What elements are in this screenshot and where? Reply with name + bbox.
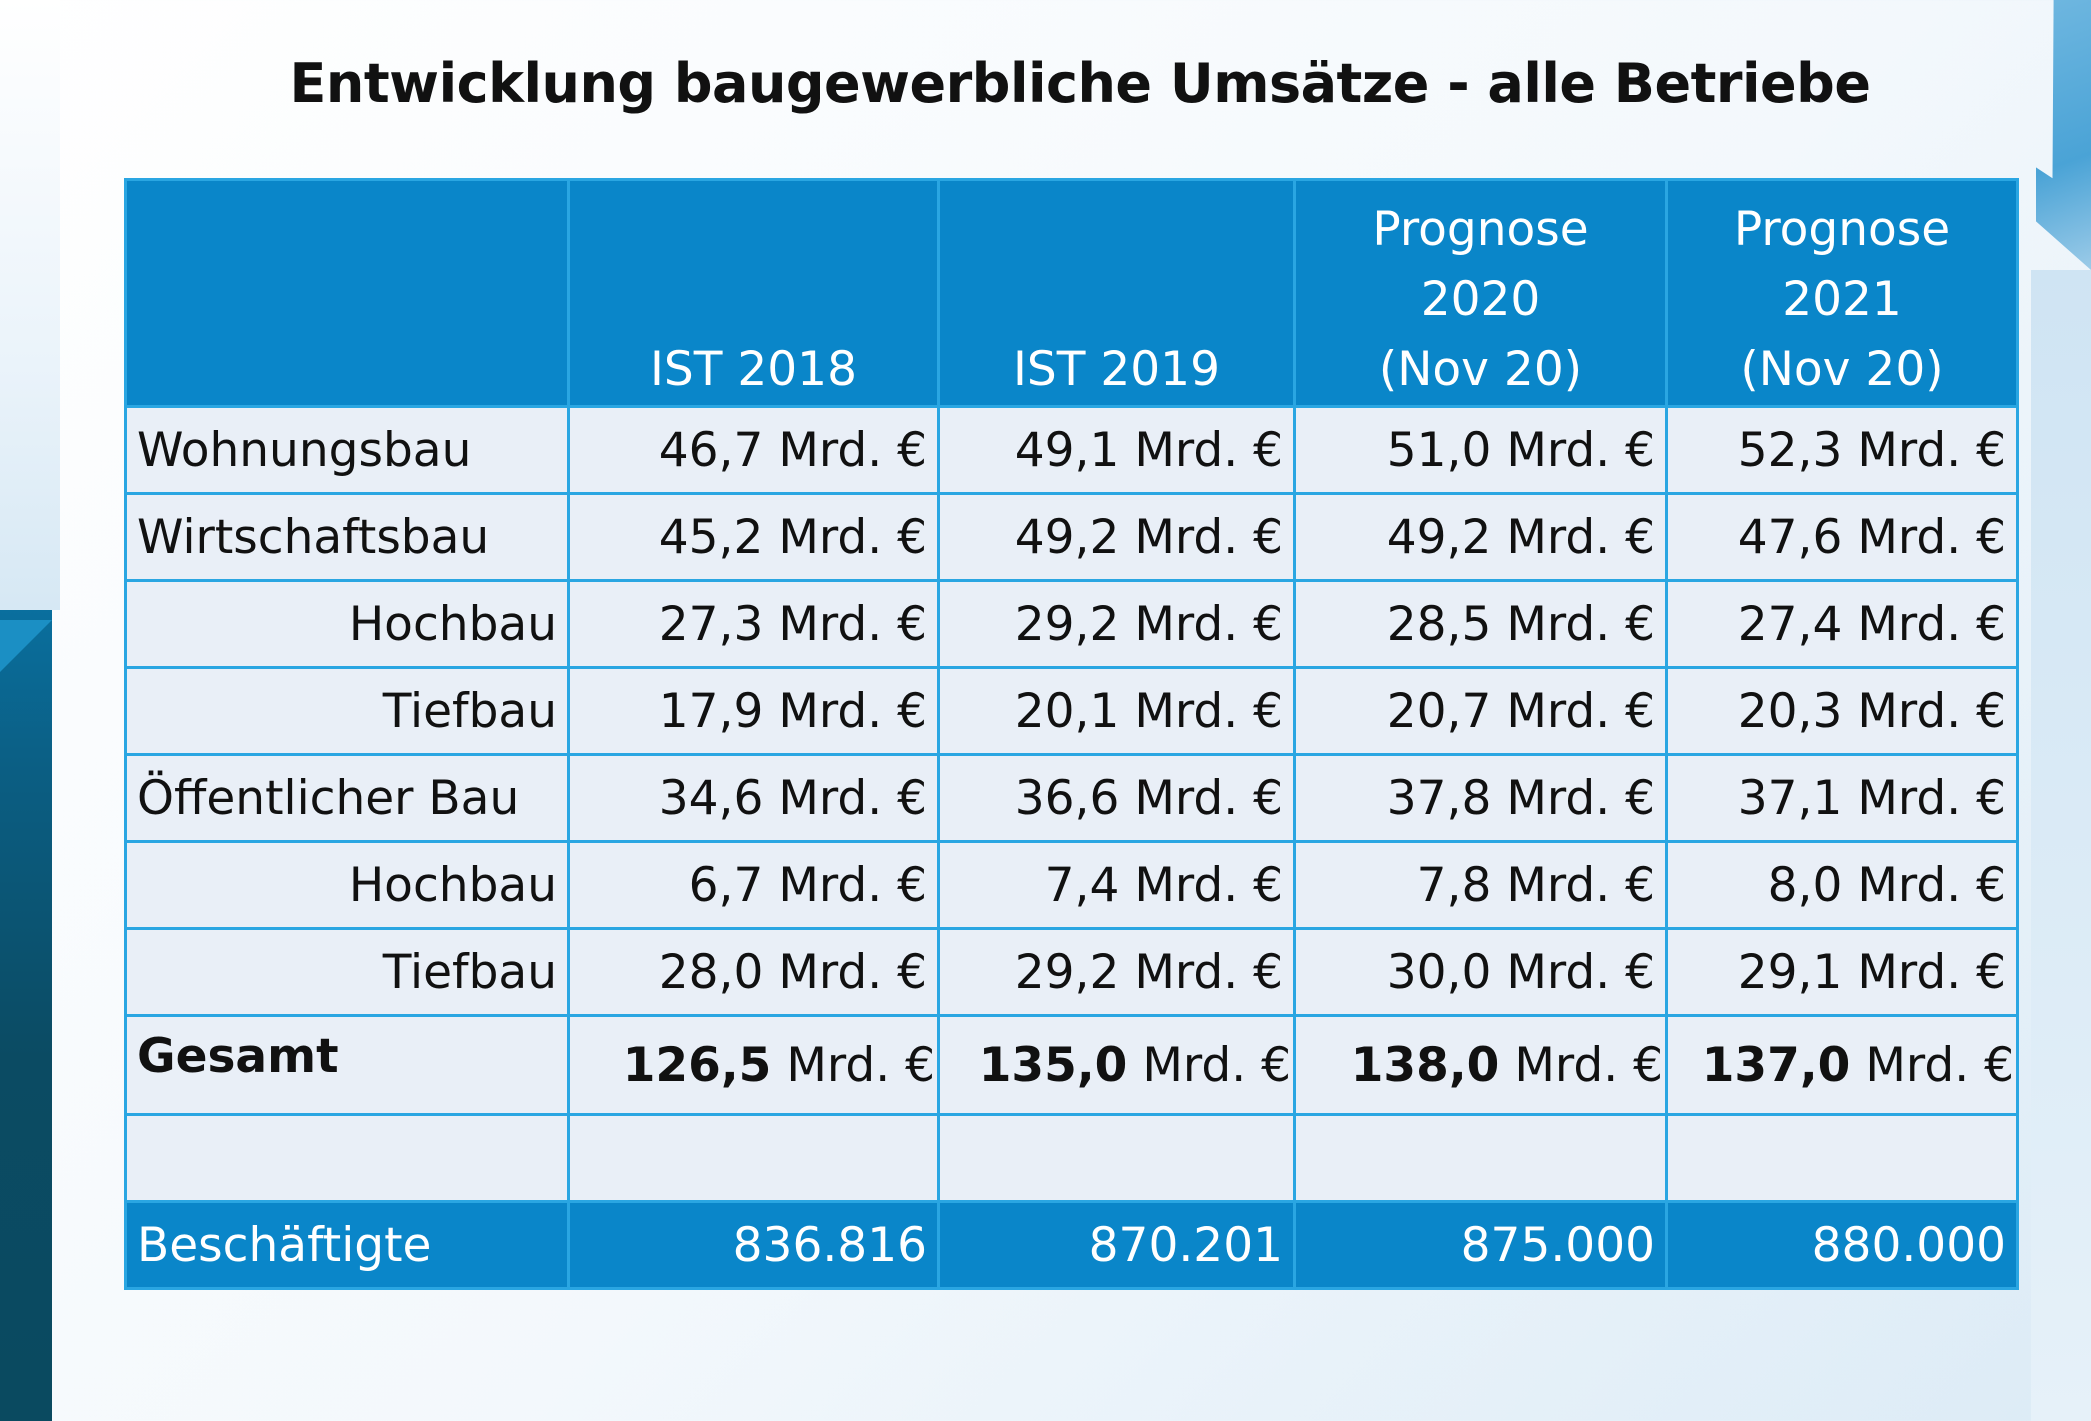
background-decoration-right-soft <box>2031 270 2091 1421</box>
total-row: Gesamt 126,5 Mrd. € 135,0 Mrd. € 138,0 M… <box>124 1014 2019 1116</box>
table-cell: 20,1 Mrd. € <box>937 666 1296 756</box>
employees-cell: 875.000 <box>1293 1200 1668 1290</box>
employees-row: Beschäftigte 836.816 870.201 875.000 880… <box>124 1200 2019 1290</box>
table-row: Tiefbau 28,0 Mrd. € 29,2 Mrd. € 30,0 Mrd… <box>124 927 2019 1017</box>
header-text: IST 2019 <box>1013 342 1220 397</box>
table-cell: 17,9 Mrd. € <box>567 666 940 756</box>
background-decoration-right <box>2036 0 2091 270</box>
table-header-row: IST 2018 IST 2019 Prognose 2020 (Nov 20)… <box>124 178 2019 408</box>
total-number: 135,0 <box>978 1037 1128 1093</box>
total-cell: 135,0 Mrd. € <box>937 1014 1296 1116</box>
empty-row <box>124 1113 2019 1203</box>
table-cell: 49,2 Mrd. € <box>1293 492 1668 582</box>
table-cell: 7,8 Mrd. € <box>1293 840 1668 930</box>
header-cell-label <box>124 178 570 408</box>
table-cell: 45,2 Mrd. € <box>567 492 940 582</box>
table-cell: 20,7 Mrd. € <box>1293 666 1668 756</box>
header-text: Prognose <box>1372 202 1589 257</box>
row-label: Hochbau <box>124 579 570 669</box>
header-text: (Nov 20) <box>1378 342 1583 397</box>
row-label: Wohnungsbau <box>124 405 570 495</box>
employees-cell: 880.000 <box>1665 1200 2019 1290</box>
employees-cell: 836.816 <box>567 1200 940 1290</box>
total-cell: 138,0 Mrd. € <box>1293 1014 1668 1116</box>
employees-label: Beschäftigte <box>124 1200 570 1290</box>
table-cell: 37,1 Mrd. € <box>1665 753 2019 843</box>
table-cell: 51,0 Mrd. € <box>1293 405 1668 495</box>
header-cell-ist-2019: IST 2019 <box>937 178 1296 408</box>
employees-cell: 870.201 <box>937 1200 1296 1290</box>
total-unit: Mrd. € <box>1850 1037 2014 1093</box>
header-text: (Nov 20) <box>1740 342 1944 397</box>
table-cell: 20,3 Mrd. € <box>1665 666 2019 756</box>
table-cell: 27,3 Mrd. € <box>567 579 940 669</box>
header-text: 2020 <box>1420 272 1541 327</box>
empty-cell <box>1293 1113 1668 1203</box>
total-unit: Mrd. € <box>771 1037 935 1093</box>
empty-cell <box>937 1113 1296 1203</box>
table-cell: 6,7 Mrd. € <box>567 840 940 930</box>
total-number: 137,0 <box>1701 1037 1851 1093</box>
table-row: Öffentlicher Bau 34,6 Mrd. € 36,6 Mrd. €… <box>124 753 2019 843</box>
table-cell: 30,0 Mrd. € <box>1293 927 1668 1017</box>
table-cell: 28,5 Mrd. € <box>1293 579 1668 669</box>
table-cell: 29,2 Mrd. € <box>937 579 1296 669</box>
header-cell-ist-2018: IST 2018 <box>567 178 940 408</box>
table-cell: 37,8 Mrd. € <box>1293 753 1668 843</box>
revenue-table: IST 2018 IST 2019 Prognose 2020 (Nov 20)… <box>124 178 2019 1290</box>
table-cell: 46,7 Mrd. € <box>567 405 940 495</box>
table-row: Hochbau 6,7 Mrd. € 7,4 Mrd. € 7,8 Mrd. €… <box>124 840 2019 930</box>
total-unit: Mrd. € <box>1127 1037 1291 1093</box>
header-cell-prognose-2020: Prognose 2020 (Nov 20) <box>1293 178 1668 408</box>
header-cell-prognose-2021: Prognose 2021 (Nov 20) <box>1665 178 2019 408</box>
row-label: Tiefbau <box>124 927 570 1017</box>
table-cell: 8,0 Mrd. € <box>1665 840 2019 930</box>
empty-cell <box>1665 1113 2019 1203</box>
table-row: Wohnungsbau 46,7 Mrd. € 49,1 Mrd. € 51,0… <box>124 405 2019 495</box>
background-decoration-left <box>0 610 52 1421</box>
empty-cell <box>567 1113 940 1203</box>
table-cell: 28,0 Mrd. € <box>567 927 940 1017</box>
empty-cell <box>124 1113 570 1203</box>
slide-title: Entwicklung baugewerbliche Umsätze - all… <box>289 52 1871 115</box>
total-label: Gesamt <box>124 1014 570 1116</box>
row-label: Tiefbau <box>124 666 570 756</box>
header-text: 2021 <box>1782 272 1902 327</box>
total-cell: 126,5 Mrd. € <box>567 1014 940 1116</box>
background-decoration-left-cap <box>0 620 52 672</box>
table-row: Wirtschaftsbau 45,2 Mrd. € 49,2 Mrd. € 4… <box>124 492 2019 582</box>
total-cell: 137,0 Mrd. € <box>1665 1014 2019 1116</box>
row-label: Öffentlicher Bau <box>124 753 570 843</box>
total-number: 138,0 <box>1350 1037 1500 1093</box>
header-text: IST 2018 <box>650 342 857 397</box>
total-unit: Mrd. € <box>1499 1037 1663 1093</box>
table-cell: 49,1 Mrd. € <box>937 405 1296 495</box>
table-cell: 29,1 Mrd. € <box>1665 927 2019 1017</box>
table-cell: 29,2 Mrd. € <box>937 927 1296 1017</box>
table-cell: 36,6 Mrd. € <box>937 753 1296 843</box>
background-decoration-left-soft <box>0 0 60 610</box>
row-label: Hochbau <box>124 840 570 930</box>
table-cell: 7,4 Mrd. € <box>937 840 1296 930</box>
table-cell: 47,6 Mrd. € <box>1665 492 2019 582</box>
row-label: Wirtschaftsbau <box>124 492 570 582</box>
table-row: Tiefbau 17,9 Mrd. € 20,1 Mrd. € 20,7 Mrd… <box>124 666 2019 756</box>
table-cell: 27,4 Mrd. € <box>1665 579 2019 669</box>
table-cell: 52,3 Mrd. € <box>1665 405 2019 495</box>
table-cell: 34,6 Mrd. € <box>567 753 940 843</box>
total-number: 126,5 <box>622 1037 772 1093</box>
header-text: Prognose <box>1733 202 1951 257</box>
table-cell: 49,2 Mrd. € <box>937 492 1296 582</box>
table-row: Hochbau 27,3 Mrd. € 29,2 Mrd. € 28,5 Mrd… <box>124 579 2019 669</box>
